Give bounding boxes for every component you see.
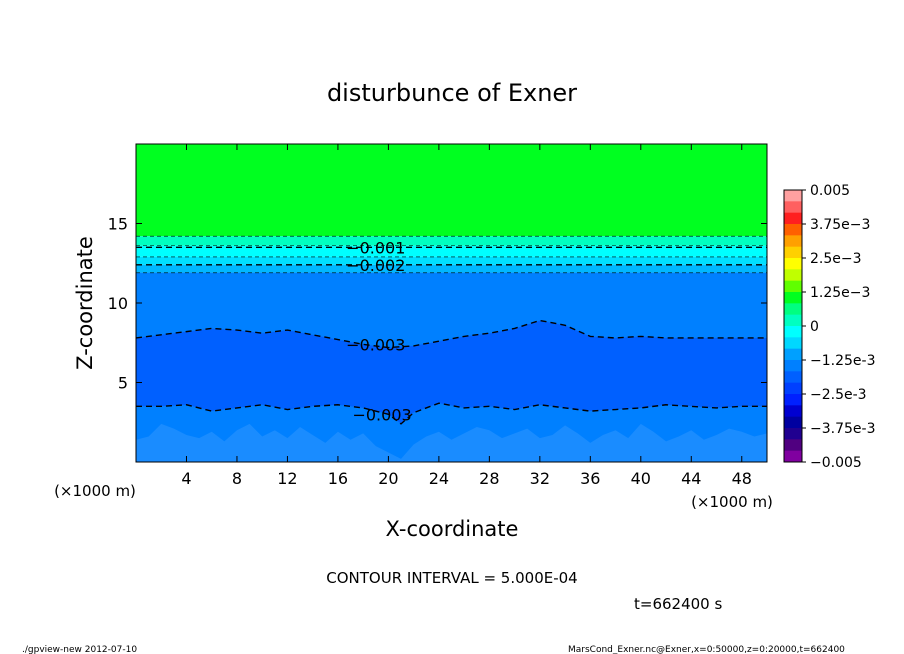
colorbar-swatch-17 xyxy=(784,382,802,395)
y-tick-label-1: 10 xyxy=(108,294,128,313)
contour-label-1: −0.002 xyxy=(346,256,405,275)
x-tick-label-8: 36 xyxy=(580,469,600,488)
x-axis-label: X-coordinate xyxy=(386,517,519,541)
band-4 xyxy=(136,264,767,273)
colorbar-swatch-21 xyxy=(784,428,802,440)
colorbar-swatch-16 xyxy=(784,371,802,384)
bottom-patch xyxy=(136,423,767,462)
colorbar-swatch-11 xyxy=(784,314,802,327)
colorbar-swatch-7 xyxy=(784,269,802,282)
y-tick-label-0: 5 xyxy=(118,374,128,393)
colorbar-swatch-18 xyxy=(784,394,802,406)
x-tick-label-0: 4 xyxy=(181,469,191,488)
x-tick-label-2: 12 xyxy=(277,469,297,488)
colorbar-swatch-0 xyxy=(784,190,802,202)
colorbar-swatch-1 xyxy=(784,201,802,214)
contour-label-0: −0.001 xyxy=(346,238,405,257)
contour-line-3 xyxy=(136,402,767,425)
colorbar-swatch-9 xyxy=(784,292,802,304)
x-tick-label-3: 16 xyxy=(328,469,348,488)
colorbar-swatch-4 xyxy=(784,235,802,248)
colorbar-swatch-22 xyxy=(784,439,802,452)
colorbar-label-7: −3.75e-3 xyxy=(810,421,875,437)
band-3 xyxy=(136,256,767,265)
colorbar-label-3: 1.25e−3 xyxy=(810,285,870,301)
contour-line-2 xyxy=(135,319,767,349)
contour-label-2: −0.003 xyxy=(346,335,405,354)
colorbar-label-8: −0.005 xyxy=(810,455,862,471)
program-info: ./gpview-new 2012-07-10 xyxy=(22,645,137,654)
x-tick-label-10: 44 xyxy=(681,469,701,488)
colorbar-swatch-14 xyxy=(784,348,802,361)
colorbar-swatch-6 xyxy=(784,258,802,270)
x-tick-label-1: 8 xyxy=(232,469,242,488)
chart-title: disturbunce of Exner xyxy=(327,79,577,107)
y-axis: 5 10 15 xyxy=(108,215,767,393)
band-2 xyxy=(136,245,767,257)
x-tick-label-11: 48 xyxy=(732,469,752,488)
colorbar-swatch-23 xyxy=(784,450,802,463)
colorbar-swatch-3 xyxy=(784,224,802,236)
y-axis-label: Z-coordinate xyxy=(73,236,97,370)
contour-label-3: −0.003 xyxy=(352,405,411,424)
x-tick-label-7: 32 xyxy=(530,469,550,488)
y-tick-label-2: 15 xyxy=(108,215,128,234)
colorbar-swatch-8 xyxy=(784,280,802,293)
colorbar-label-5: −1.25e-3 xyxy=(810,353,875,369)
band-mid-fill xyxy=(136,320,767,424)
colorbar-swatch-2 xyxy=(784,212,802,225)
x-axis-unit: (×1000 m) xyxy=(691,493,773,511)
colorbar-label-1: 3.75e−3 xyxy=(810,217,870,233)
colorbar-label-6: −2.5e-3 xyxy=(810,387,867,403)
x-tick-label-9: 40 xyxy=(631,469,651,488)
x-tick-label-6: 28 xyxy=(479,469,499,488)
colorbar-swatch-19 xyxy=(784,405,802,418)
colorbar-swatch-10 xyxy=(784,303,802,316)
colorbar-swatch-20 xyxy=(784,416,802,429)
contour-interval: CONTOUR INTERVAL = 5.000E-04 xyxy=(326,569,577,587)
plot-area: −0.001−0.002 −0.003 −0.003 xyxy=(135,143,768,463)
colorbar-label-0: 0.005 xyxy=(810,183,850,199)
colorbar-swatch-12 xyxy=(784,326,802,338)
colorbar-swatch-5 xyxy=(784,246,802,259)
band-0 xyxy=(136,144,767,237)
x-axis: 4 8 12 16 20 24 28 32 36 40 44 48 xyxy=(181,144,752,488)
x-tick-label-5: 24 xyxy=(429,469,449,488)
band-1 xyxy=(136,236,767,246)
colorbar-label-4: 0 xyxy=(810,319,819,335)
colorbar: 0.005 3.75e−3 2.5e−3 1.25e−3 0 −1.25e-3 −2.5e-… xyxy=(783,183,875,471)
band-upper-fill xyxy=(136,272,767,348)
x-tick-label-4: 20 xyxy=(378,469,398,488)
colorbar-swatch-15 xyxy=(784,360,802,372)
source-info: MarsCond_Exner.nc@Exner,x=0:50000,z=0:20… xyxy=(568,645,845,654)
time-stamp: t=662400 s xyxy=(634,595,722,613)
y-axis-unit: (×1000 m) xyxy=(54,482,136,500)
colorbar-swatch-13 xyxy=(784,337,802,350)
colorbar-label-2: 2.5e−3 xyxy=(810,251,862,267)
